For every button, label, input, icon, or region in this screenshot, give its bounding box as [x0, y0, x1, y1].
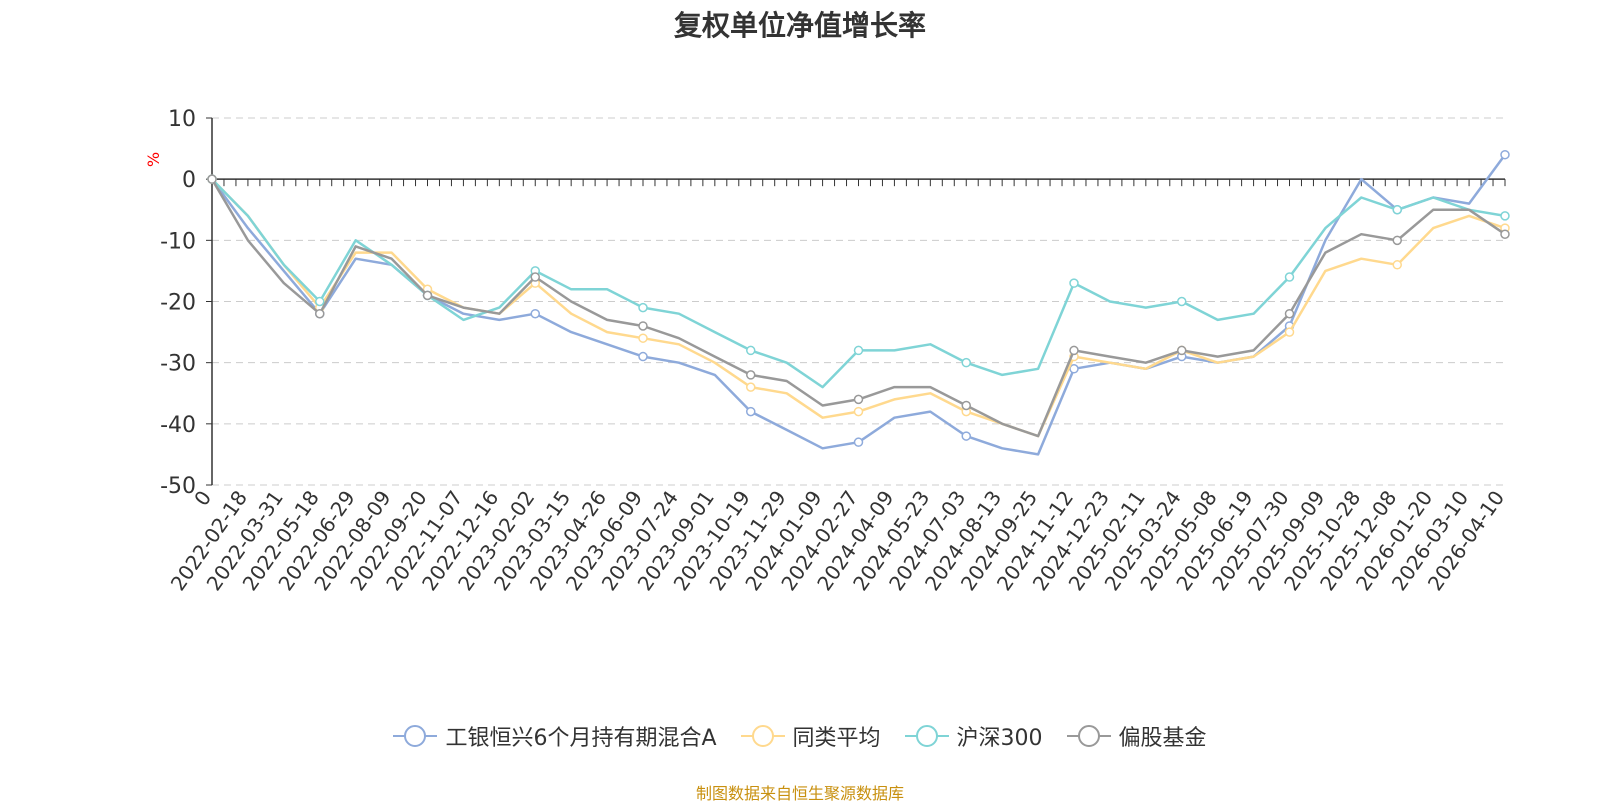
y-tick-label: 0 [182, 168, 196, 193]
series-point-3 [746, 370, 756, 380]
y-tick-label: 10 [168, 107, 196, 132]
legend-item-peer-average[interactable]: 同类平均 [740, 720, 881, 752]
legend-label: 沪深300 [956, 726, 1043, 751]
series-point-3 [853, 394, 864, 405]
series-point-3 [1177, 345, 1187, 356]
y-tick-label: -30 [160, 352, 196, 377]
series-point-3 [1500, 229, 1510, 239]
series-point-3 [1069, 345, 1079, 356]
data-source-note: 制图数据来自恒生聚源数据库 [695, 784, 904, 803]
series-point-0 [1500, 149, 1510, 160]
series-line-2 [211, 178, 1506, 389]
series-point-2 [315, 296, 325, 307]
series-point-2 [638, 302, 648, 313]
series-point-1 [638, 333, 648, 343]
series-point-0 [961, 431, 971, 441]
legend-item-equity-funds[interactable]: 偏股基金 [1066, 720, 1207, 752]
series-point-2 [746, 345, 756, 356]
legend-marker-icon [740, 725, 785, 747]
series-point-0 [853, 437, 864, 447]
series-point-0 [638, 351, 648, 362]
x-tick-label: 0 [189, 486, 216, 510]
series-point-2 [1069, 278, 1079, 288]
series-point-2 [853, 345, 864, 356]
legend: 工银恒兴6个月持有期混合A 同类平均 沪深300 偏股基金 [0, 720, 1600, 752]
legend-label: 工银恒兴6个月持有期混合A [445, 726, 717, 751]
legend-marker-icon [904, 725, 949, 747]
series-point-0 [1069, 364, 1079, 374]
series-point-0 [530, 308, 540, 319]
series-point-1 [746, 382, 756, 392]
series-point-2 [961, 357, 971, 368]
series-point-1 [853, 406, 864, 417]
legend-item-fund[interactable]: 工银恒兴6个月持有期混合A [393, 720, 717, 752]
legend-label: 同类平均 [792, 726, 881, 751]
series-point-2 [1284, 272, 1295, 282]
series-point-3 [315, 308, 325, 319]
series-point-1 [1284, 327, 1295, 337]
series-point-3 [1392, 235, 1402, 246]
series-point-3 [1284, 308, 1295, 319]
y-tick-label: -50 [160, 474, 196, 499]
legend-marker-icon [393, 725, 438, 747]
legend-label: 偏股基金 [1118, 726, 1207, 751]
series-point-3 [207, 174, 217, 184]
series-point-2 [1500, 211, 1510, 221]
series-point-1 [1392, 260, 1402, 270]
legend-item-csi300[interactable]: 沪深300 [904, 720, 1043, 752]
series-point-0 [746, 406, 756, 417]
series-point-3 [638, 321, 648, 331]
chart-title: 复权单位净值增长率 [673, 9, 926, 42]
series-point-2 [1177, 296, 1187, 307]
series-point-3 [961, 400, 971, 411]
y-tick-label: -40 [160, 413, 196, 438]
y-tick-label: -10 [160, 229, 196, 254]
series-point-3 [422, 290, 433, 301]
series-point-3 [530, 272, 540, 282]
legend-marker-icon [1066, 725, 1111, 747]
y-tick-label: -20 [160, 291, 196, 316]
series-point-2 [1392, 205, 1402, 215]
